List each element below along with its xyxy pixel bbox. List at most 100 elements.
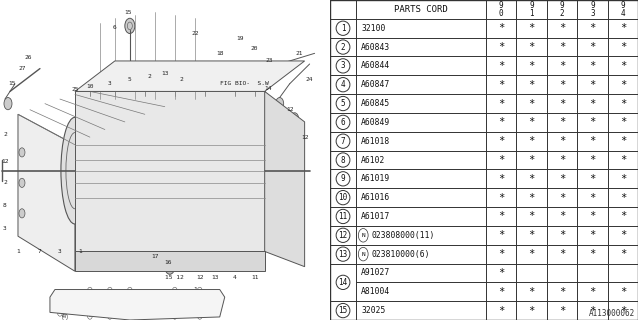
Text: *: * [620,61,626,71]
Bar [356,113,486,132]
Text: *: * [589,212,596,221]
Ellipse shape [165,259,175,274]
Bar [486,188,516,207]
Text: *: * [559,212,565,221]
Text: 14: 14 [339,278,348,287]
Text: 10: 10 [339,193,348,202]
Text: 16: 16 [55,293,61,298]
Text: A91027: A91027 [361,268,390,277]
Text: A113000062: A113000062 [589,309,635,318]
Text: 20: 20 [251,46,259,51]
Text: 5: 5 [340,99,346,108]
Text: *: * [498,230,504,240]
Text: *: * [529,23,535,33]
Text: 13: 13 [211,275,218,280]
Text: *: * [589,155,596,165]
Bar [516,75,547,94]
Bar [356,226,486,245]
Text: 5: 5 [128,77,132,82]
Bar [486,226,516,245]
Text: *: * [620,80,626,90]
Text: 8: 8 [340,156,346,164]
Text: 12: 12 [301,135,308,140]
Bar [330,0,356,19]
Ellipse shape [61,117,89,224]
Bar [577,245,607,264]
Text: *: * [559,287,565,297]
Text: 5: 5 [133,313,136,318]
Text: 25: 25 [71,87,79,92]
Bar [330,94,356,113]
Text: *: * [559,306,565,316]
Text: 40: 40 [197,289,203,293]
Text: 2: 2 [88,289,92,293]
Text: 9: 9 [340,174,346,183]
Bar [577,132,607,151]
Bar [330,38,356,56]
Text: *: * [498,287,504,297]
Bar [486,0,516,19]
Bar [356,282,486,301]
Bar [577,264,607,282]
Text: A60844: A60844 [361,61,390,70]
Bar [356,151,486,169]
Text: 1: 1 [78,249,82,254]
Ellipse shape [287,232,292,241]
Text: *: * [620,193,626,203]
Bar [330,113,356,132]
Bar [607,94,638,113]
Text: 3: 3 [3,226,7,231]
Text: 4: 4 [233,275,237,280]
Text: 1: 1 [16,249,20,254]
Text: *: * [589,249,596,259]
Ellipse shape [251,91,258,101]
Text: 22: 22 [191,31,198,36]
Polygon shape [75,252,265,271]
Text: 23: 23 [266,59,273,63]
Text: *: * [620,306,626,316]
Text: 15: 15 [339,306,348,315]
Ellipse shape [172,95,177,103]
Text: FIG BIO-  S.W: FIG BIO- S.W [220,81,269,86]
Text: *: * [559,174,565,184]
Text: *: * [589,61,596,71]
Text: 9
3: 9 3 [590,1,595,18]
Bar [486,301,516,320]
Bar [577,301,607,320]
Ellipse shape [19,178,25,188]
Bar [577,169,607,188]
Text: *: * [589,99,596,108]
Bar [356,75,486,94]
Ellipse shape [116,242,124,252]
Ellipse shape [251,242,258,252]
Bar [516,19,547,38]
Text: *: * [589,306,596,316]
Text: *: * [589,287,596,297]
Bar [607,132,638,151]
Text: 18: 18 [216,51,223,56]
Text: 4: 4 [340,80,346,89]
Text: N: N [362,252,365,257]
Text: 3: 3 [108,313,111,318]
Bar [577,0,607,19]
Bar [356,0,486,19]
Text: 21: 21 [296,51,303,56]
Text: *: * [620,155,626,165]
Text: A61019: A61019 [361,174,390,183]
Text: *: * [559,117,565,127]
Text: 7: 7 [38,249,42,254]
Bar [516,151,547,169]
Text: *: * [529,306,535,316]
Text: A61018: A61018 [361,137,390,146]
Bar [577,207,607,226]
Bar [516,94,547,113]
Bar [516,169,547,188]
Bar [516,132,547,151]
Bar [330,151,356,169]
Text: *: * [529,136,535,146]
Text: 12: 12 [339,231,348,240]
Text: *: * [589,193,596,203]
Ellipse shape [125,18,135,34]
Text: 12: 12 [196,275,204,280]
Text: 12: 12 [286,107,293,112]
